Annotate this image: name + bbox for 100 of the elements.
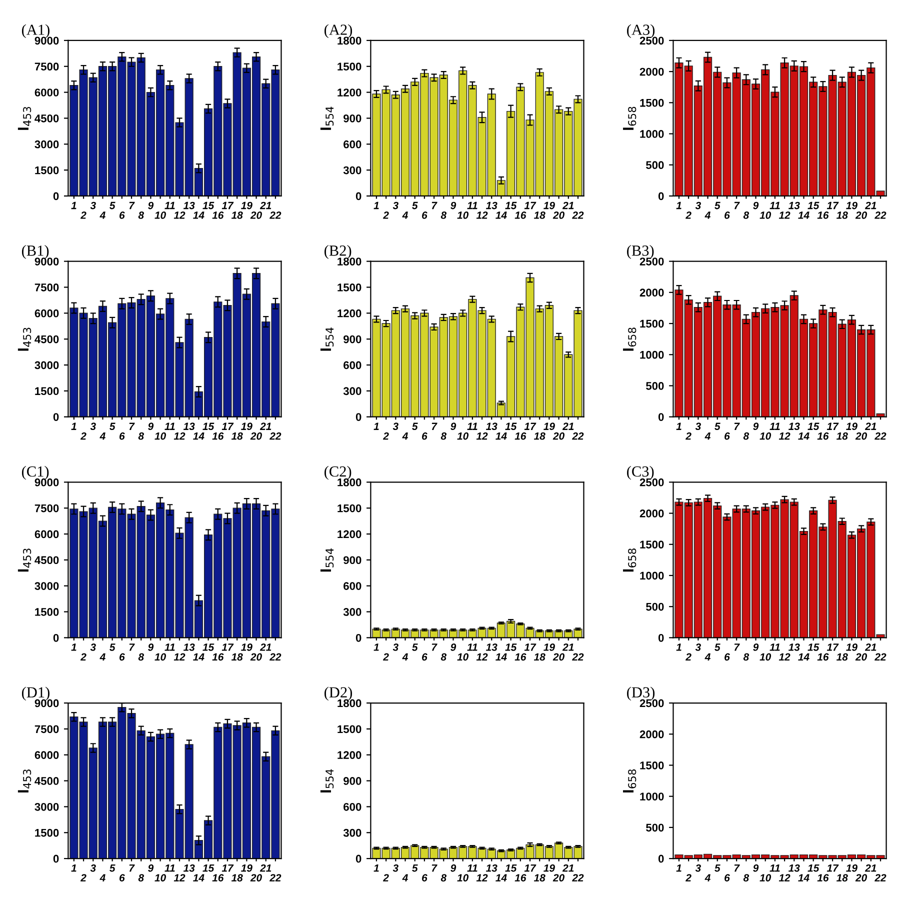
y-tick-label: 3000 xyxy=(34,802,59,811)
x-tick-label: 11 xyxy=(770,422,780,430)
x-tick-label: 12 xyxy=(476,874,488,882)
x-tick-label: 6 xyxy=(120,653,125,661)
x-tick-label: 17 xyxy=(524,644,536,651)
x-tick-label: 7 xyxy=(734,644,740,651)
y-tick-label: 3000 xyxy=(34,361,59,370)
y-tick-label: 2000 xyxy=(640,288,664,297)
x-tick-label: 8 xyxy=(138,653,144,661)
x-tick-label: 13 xyxy=(788,422,800,430)
y-tick-label: 6000 xyxy=(34,751,59,759)
x-tick-label: 14 xyxy=(798,212,810,219)
x-tick-label: 10 xyxy=(760,874,772,882)
x-tick-label: 13 xyxy=(788,864,800,872)
x-tick-label: 16 xyxy=(514,653,526,661)
x-tick-label: 21 xyxy=(864,644,876,651)
x-tick-label: 3 xyxy=(695,422,701,430)
x-tick-label: 13 xyxy=(183,644,195,651)
x-tick-label: 11 xyxy=(770,864,780,872)
x-tick-label: 5 xyxy=(714,422,720,430)
x-tick-label: 6 xyxy=(724,653,730,661)
x-tick-label: 14 xyxy=(496,212,507,219)
y-tick-label: 0 xyxy=(658,192,664,200)
chart-title: (A1) xyxy=(22,24,50,38)
y-tick-label: 1500 xyxy=(338,725,362,734)
x-tick-label: 11 xyxy=(164,422,175,430)
x-tick-label: 8 xyxy=(743,432,750,440)
x-tick-label: 10 xyxy=(457,212,469,219)
x-tick-label: 11 xyxy=(164,202,175,210)
y-tick-label: 1500 xyxy=(640,540,664,549)
x-tick-label: 3 xyxy=(695,644,701,651)
y-tick-label: 1500 xyxy=(338,504,362,512)
x-tick-label: 15 xyxy=(808,864,820,872)
y-tick-label: 1500 xyxy=(35,387,59,396)
x-tick-label: 13 xyxy=(183,202,195,210)
y-tick-label: 1500 xyxy=(35,828,59,837)
x-tick-label: 18 xyxy=(836,212,848,219)
x-tick-label: 21 xyxy=(562,202,574,210)
y-tick-label: 1000 xyxy=(640,350,664,359)
x-tick-label: 21 xyxy=(864,202,876,210)
x-tick-label: 1 xyxy=(676,644,682,651)
x-tick-label: 14 xyxy=(798,874,810,882)
y-tick-label: 0 xyxy=(53,192,59,200)
y-tick-label: 300 xyxy=(343,387,362,396)
x-tick-label: 19 xyxy=(241,864,252,872)
x-tick-label: 11 xyxy=(164,864,175,872)
x-tick-label: 20 xyxy=(552,432,564,440)
x-tick-label: 16 xyxy=(817,432,829,440)
x-tick-label: 22 xyxy=(874,874,886,882)
x-tick-label: 4 xyxy=(704,212,710,219)
x-tick-label: 16 xyxy=(212,653,224,661)
x-tick-label: 15 xyxy=(202,422,214,430)
y-tick-label: 6000 xyxy=(34,309,59,318)
x-tick-label: 19 xyxy=(846,422,858,430)
x-tick-label: 17 xyxy=(524,202,536,210)
y-tick-label: 900 xyxy=(344,114,362,122)
chart-title: (C3) xyxy=(627,466,654,480)
y-axis-title: I$_{453}$ xyxy=(18,328,32,351)
y-tick-label: 7500 xyxy=(34,504,59,512)
x-tick-label: 5 xyxy=(714,864,720,872)
x-tick-label: 17 xyxy=(826,422,839,430)
chart-title: (D1) xyxy=(22,686,50,701)
x-tick-label: 19 xyxy=(846,864,858,872)
x-tick-label: 1 xyxy=(71,422,76,430)
x-tick-label: 16 xyxy=(212,432,224,440)
x-tick-label: 16 xyxy=(514,432,526,440)
y-tick-label: 2000 xyxy=(640,730,664,738)
x-tick-label: 20 xyxy=(250,653,262,661)
x-tick-label: 9 xyxy=(148,202,154,210)
x-tick-label: 16 xyxy=(514,212,526,219)
x-tick-label: 2 xyxy=(686,212,692,219)
x-tick-label: 6 xyxy=(724,212,730,219)
x-tick-label: 20 xyxy=(552,212,564,219)
x-tick-label: 12 xyxy=(174,874,186,882)
x-tick-label: 22 xyxy=(572,212,584,219)
x-tick-label: 13 xyxy=(183,422,195,430)
x-tick-label: 8 xyxy=(440,874,447,882)
x-tick-label: 3 xyxy=(90,864,96,872)
x-tick-label: 14 xyxy=(193,874,204,882)
x-tick-label: 3 xyxy=(90,202,96,210)
x-tick-label: 12 xyxy=(778,212,790,219)
y-tick-label: 0 xyxy=(356,854,362,863)
x-tick-label: 21 xyxy=(260,644,272,651)
x-tick-label: 14 xyxy=(496,653,507,661)
x-tick-label: 20 xyxy=(250,874,262,882)
x-tick-label: 2 xyxy=(382,874,389,882)
y-tick-label: 900 xyxy=(344,335,362,344)
x-tick-label: 3 xyxy=(392,644,398,651)
x-tick-label: 12 xyxy=(778,432,790,440)
x-tick-label: 4 xyxy=(704,874,710,882)
x-tick-label: 10 xyxy=(760,653,772,661)
x-tick-label: 10 xyxy=(760,212,772,219)
x-tick-label: 18 xyxy=(836,653,848,661)
x-tick-label: 13 xyxy=(788,644,800,651)
x-tick-label: 12 xyxy=(174,653,186,661)
x-tick-label: 15 xyxy=(505,864,517,872)
x-tick-label: 10 xyxy=(457,874,469,882)
x-tick-label: 18 xyxy=(231,653,243,661)
x-tick-label: 22 xyxy=(874,212,886,219)
x-tick-label: 3 xyxy=(392,864,398,872)
